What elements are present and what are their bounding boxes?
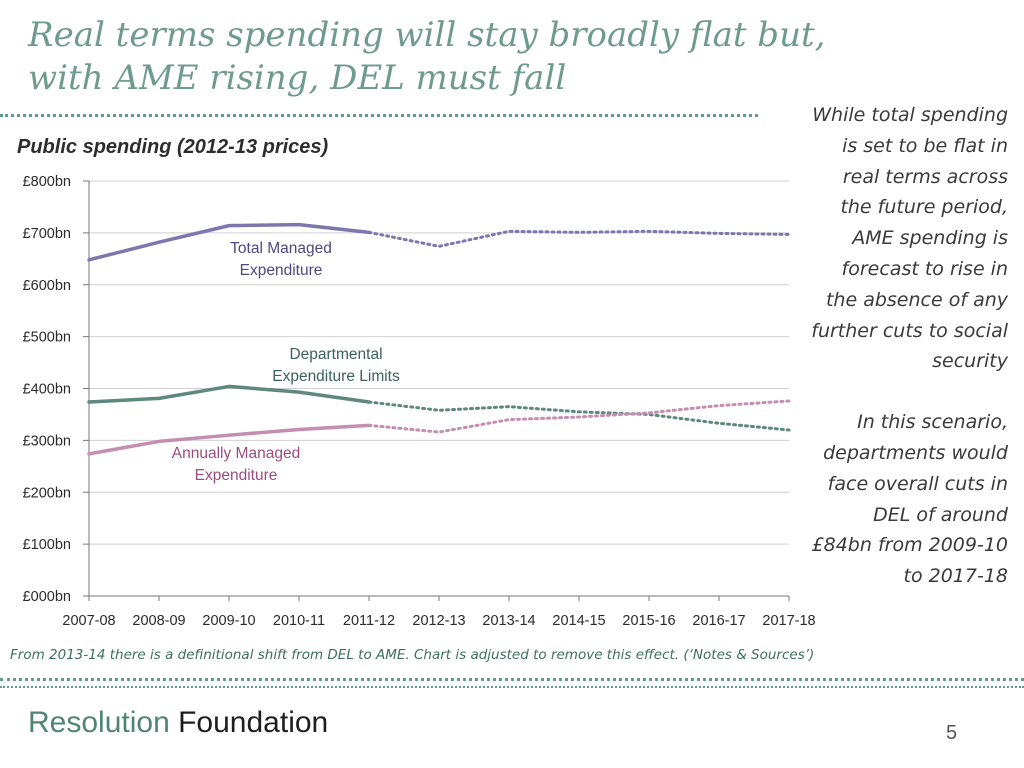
x-tick-label-2011-12: 2011-12 [343,613,395,629]
y-tick-label-700: £700bn [23,226,71,242]
footer-divider [0,678,1024,681]
x-tick-label-2008-09: 2008-09 [132,613,185,629]
y-tick-label-400: £400bn [23,382,71,398]
footer-divider-secondary [0,686,1024,688]
slide-title-line-2: with AME rising, DEL must fall [28,58,567,98]
series-label-line: Expenditure Limits [272,368,400,385]
x-tick-label-2007-08: 2007-08 [62,613,115,629]
series-label-total-managed-expenditure: Total Managed Expenditure [230,240,332,279]
x-tick-label-2015-16: 2015-16 [622,613,675,629]
series-label-line: Departmental [289,346,382,363]
chart-title: Public spending (2012-13 prices) [17,136,329,158]
title-divider [0,114,758,117]
series-label-departmental-expenditure-limits: Departmental Expenditure Limits [272,346,400,385]
y-tick-label-300: £300bn [23,433,71,449]
y-tick-label-800: £800bn [23,174,71,190]
y-tick-label-600: £600bn [23,278,71,294]
series-line-dotted-total-managed-expenditure [367,229,791,248]
x-tick-label-2012-13: 2012-13 [412,613,465,629]
commentary-paragraph-2: In this scenario, departments would face… [811,411,1008,588]
x-tick-label-2010-11: 2010-11 [273,613,325,629]
slide-title-line-1: Real terms spending will stay broadly fl… [28,15,826,55]
x-tick-label-2017-18: 2017-18 [762,613,815,629]
commentary-panel: While total spending is set to be flat i… [808,100,1008,592]
spending-line-chart: £000bn £100bn £200bn £300bn £400bn £500bn £600… [23,174,816,629]
page-number: 5 [946,722,958,744]
series-label-line: Annually Managed [172,445,300,462]
y-tick-label-0: £000bn [23,589,71,605]
y-tick-label-200: £200bn [23,485,71,501]
x-tick-label-2013-14: 2013-14 [482,613,535,629]
x-tick-label-2016-17: 2016-17 [692,613,745,629]
slide-title: Real terms spending will stay broadly fl… [28,14,848,100]
series-line-dotted-annually-managed-expenditure [367,399,791,434]
series-label-line: Expenditure [240,262,323,279]
y-tick-label-500: £500bn [23,330,71,346]
x-tick-label-2009-10: 2009-10 [202,613,255,629]
series-label-line: Total Managed [230,240,332,257]
brand-name-part-1: Resolution [28,706,170,739]
y-tick-label-100: £100bn [23,537,71,553]
brand-logo: Resolution Foundation [28,706,328,740]
chart-footnote: From 2013-14 there is a definitional shi… [10,647,815,663]
brand-name-part-2: Foundation [178,706,329,739]
series-label-annually-managed-expenditure: Annually Managed Expenditure [172,445,300,484]
series-label-line: Expenditure [195,467,278,484]
commentary-paragraph-1: While total spending is set to be flat i… [811,104,1008,373]
x-tick-label-2014-15: 2014-15 [552,613,605,629]
